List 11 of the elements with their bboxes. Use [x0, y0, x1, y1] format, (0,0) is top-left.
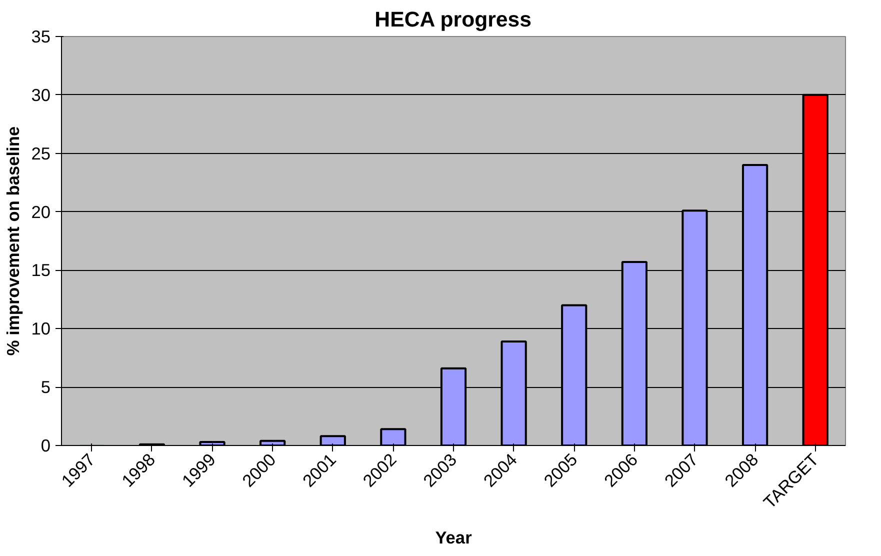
y-tick-label: 20: [31, 202, 51, 222]
y-tick-label: 0: [40, 436, 51, 456]
y-axis-title: % improvement on baseline: [3, 126, 24, 356]
y-tick-label: 15: [31, 260, 51, 280]
y-tick-label: 25: [31, 143, 51, 164]
y-tick-label: 10: [31, 318, 51, 339]
chart-title: HECA progress: [374, 8, 532, 32]
y-tick-label: 35: [31, 26, 51, 46]
y-tick-label: 5: [40, 377, 51, 398]
y-tick-label: 30: [31, 84, 51, 105]
x-axis-title: Year: [435, 527, 472, 548]
